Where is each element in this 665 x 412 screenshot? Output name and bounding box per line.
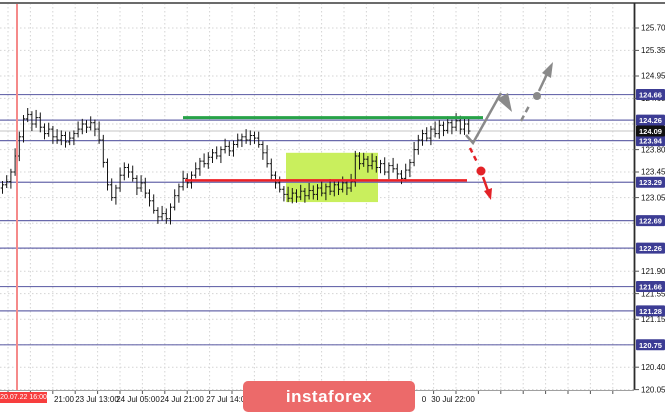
x-axis-label: 23 Jul 13:00 [75,395,119,404]
current-price-badge-label: 124.09 [639,127,662,136]
y-axis-label: 123.05 [641,193,665,202]
y-axis-label: 121.15 [641,315,665,324]
fractal-price-badge [636,242,665,254]
forecast-arrows [465,62,553,200]
gray-pullback-arrowhead [497,93,512,112]
fractal-price-badge-label: 120.75 [639,341,662,350]
red-down-arrow-line [481,176,490,192]
fractal-price-badge-label: 121.66 [639,283,662,292]
fractal-price-badge [636,305,665,317]
x-axis-label: 27 Jul 14:00 [206,395,250,404]
consolidation-box-layer [286,152,378,203]
fractal-price-badge-label: 122.26 [639,244,662,253]
fractal-level-lines [0,93,634,346]
fractal-price-badge [636,135,665,147]
fractal-price-badge [636,281,665,293]
fractal-price-badge [636,176,665,188]
instaforex-watermark-text: instaforex [285,386,373,406]
x-axis-label: 30 Jul 22:00 [431,395,475,404]
gray-dot [533,92,541,100]
y-axis-label: 124.95 [641,72,665,81]
fractal-price-badge-label: 121.28 [639,307,662,316]
gray-dash-segment [519,105,531,122]
y-axis-labels: 125.70125.35124.95124.60123.80123.45123.… [634,24,665,394]
fractal-price-badge-label: 122.69 [639,217,662,226]
start-time-badge: 20.07.22 16:00 [0,392,47,403]
y-axis-label: 123.80 [641,145,665,154]
y-axis-label: 120.05 [641,385,665,394]
y-axis-label: 121.55 [641,289,665,298]
instaforex-watermark: instaforex [243,381,415,412]
x-axis-label: 24 Jul 05:00 [116,395,160,404]
fractal-price-badge-label: 124.66 [639,91,662,100]
gray-up-arrowhead [542,62,553,78]
gray-up-arrow-line [465,92,503,146]
fractal-price-badge-label: 124.26 [639,116,662,125]
fractal-price-badge [636,89,665,101]
y-axis-label: 123.45 [641,168,665,177]
gray-up-arrow2-line [537,73,549,92]
consolidation-box [286,152,378,203]
fractal-price-badge [636,339,665,351]
current-price-badge [636,125,665,137]
fractal-price-badge [636,215,665,227]
red-dot [476,166,486,176]
y-axis-label: 125.70 [641,24,665,33]
red-down-arrowhead [484,188,492,200]
x-axis-label: 0 [422,395,427,404]
fractal-price-badge-label: 123.29 [639,178,662,187]
support-resistance-lines [183,116,483,182]
y-axis-label: 121.90 [641,267,665,276]
x-axis-label: 21:00 [54,395,75,404]
y-axis-label: 120.40 [641,363,665,372]
red-dash-segment [468,147,480,165]
y-axis-label: 125.35 [641,46,665,55]
fractal-price-badge-label: 123.94 [639,137,663,146]
x-axis-label: 24 Jul 21:00 [160,395,204,404]
fractal-price-badge [636,114,665,126]
candlesticks [0,108,471,225]
